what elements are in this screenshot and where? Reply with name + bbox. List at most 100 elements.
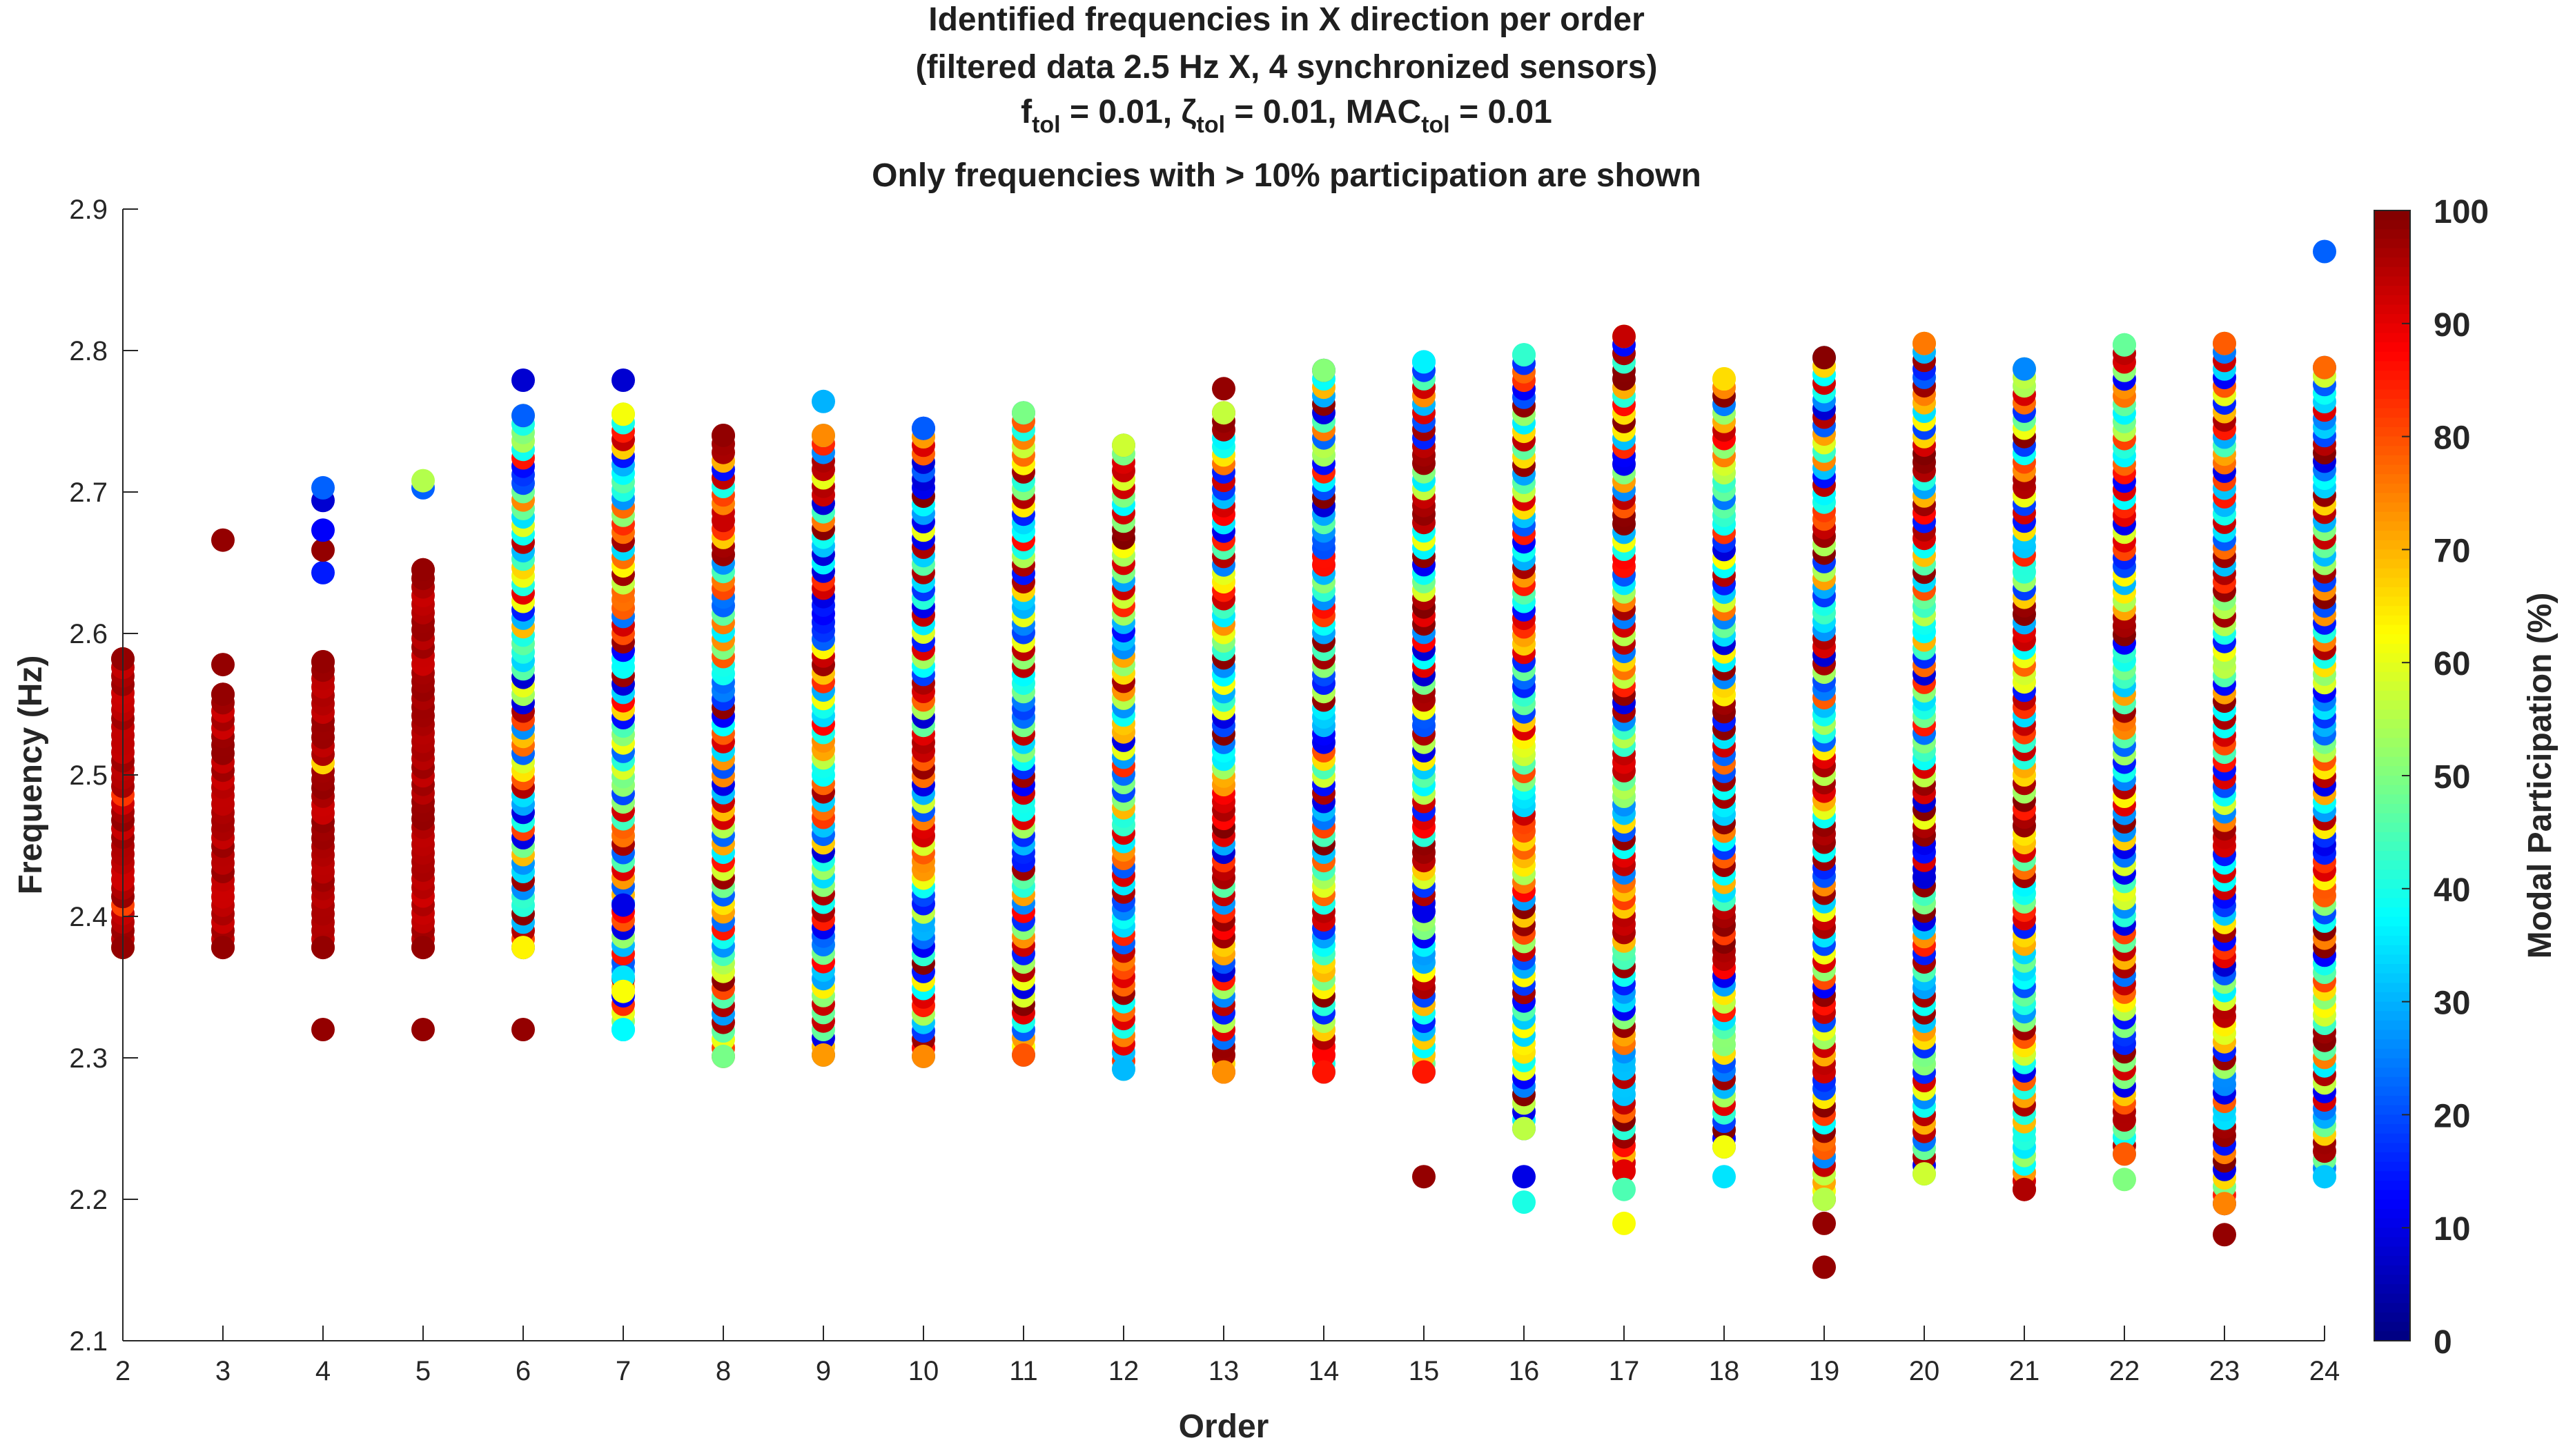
data-point-outlier	[1412, 1165, 1436, 1189]
colorbar-tick-label: 20	[2434, 1098, 2470, 1134]
y-tick-label: 2.3	[69, 1043, 108, 1074]
data-point	[712, 1044, 735, 1068]
data-point	[1012, 401, 1035, 425]
data-point-outlier	[311, 560, 335, 584]
colorbar-band	[2374, 936, 2410, 946]
colorbar-band	[2374, 286, 2410, 296]
x-tick-label: 15	[1409, 1356, 1440, 1386]
chart-title-line-1: Identified frequencies in X direction pe…	[928, 1, 1645, 38]
data-point	[2213, 1192, 2236, 1216]
colorbar-band	[2374, 634, 2410, 645]
colorbar-tick-label: 60	[2434, 646, 2470, 682]
colorbar-band	[2374, 436, 2410, 447]
colorbar-band	[2374, 1143, 2410, 1153]
colorbar-band	[2374, 813, 2410, 824]
colorbar-band	[2374, 351, 2410, 362]
data-point	[1712, 1135, 1736, 1159]
colorbar-band	[2374, 314, 2410, 324]
colorbar-band	[2374, 1228, 2410, 1238]
x-tick-label: 19	[1809, 1356, 1840, 1386]
colorbar-band	[2374, 945, 2410, 956]
x-tick-label: 4	[315, 1356, 331, 1386]
data-point	[1612, 324, 1636, 348]
colorbar-band	[2374, 1133, 2410, 1144]
data-point	[912, 1044, 935, 1068]
colorbar-band	[2374, 1246, 2410, 1257]
colorbar-band	[2374, 276, 2410, 286]
colorbar-band	[2374, 1152, 2410, 1163]
data-point-outlier	[411, 469, 435, 493]
colorbar-band	[2374, 691, 2410, 701]
colorbar-band	[2374, 408, 2410, 419]
colorbar-band	[2374, 1265, 2410, 1276]
colorbar-band	[2374, 549, 2410, 560]
colorbar-band	[2374, 1114, 2410, 1125]
colorbar-band	[2374, 973, 2410, 984]
data-point-outlier	[1612, 1211, 1636, 1235]
colorbar-tick-label: 50	[2434, 759, 2470, 796]
colorbar-band	[2374, 1058, 2410, 1068]
data-point	[411, 936, 435, 960]
colorbar-band	[2374, 1011, 2410, 1021]
colorbar-band	[2374, 888, 2410, 899]
title-segment: f	[1021, 94, 1033, 130]
colorbar-band	[2374, 1001, 2410, 1012]
colorbar-band	[2374, 756, 2410, 767]
colorbar-band	[2374, 333, 2410, 343]
colorbar-band	[2374, 1020, 2410, 1031]
colorbar-band	[2374, 841, 2410, 852]
data-point-outlier	[1612, 1177, 1636, 1201]
colorbar-band	[2374, 1275, 2410, 1285]
data-point	[211, 682, 235, 707]
colorbar-band	[2374, 1321, 2410, 1332]
colorbar-band	[2374, 662, 2410, 673]
colorbar-band	[2374, 540, 2410, 551]
data-point	[912, 416, 935, 440]
colorbar-band	[2374, 1171, 2410, 1181]
colorbar-band	[2374, 531, 2410, 541]
colorbar-band	[2374, 709, 2410, 720]
colorbar: 0 10 20 30 40 50 60 70 80 90 100 Modal Participatio…	[2374, 194, 2559, 1361]
data-point-outlier	[1512, 1190, 1536, 1214]
x-tick-label: 22	[2109, 1356, 2140, 1386]
colorbar-band	[2374, 511, 2410, 522]
x-tick-label: 16	[1509, 1356, 1540, 1386]
colorbar-band	[2374, 606, 2410, 616]
colorbar-band	[2374, 954, 2410, 965]
data-point	[1912, 1162, 1936, 1186]
colorbar-band	[2374, 916, 2410, 927]
colorbar-band	[2374, 389, 2410, 400]
colorbar-band	[2374, 1331, 2410, 1341]
data-point	[1712, 367, 1736, 391]
colorbar-band	[2374, 738, 2410, 748]
data-point	[1912, 331, 1936, 355]
colorbar-tick-label: 100	[2434, 194, 2489, 230]
x-tick-label: 18	[1709, 1356, 1740, 1386]
colorbar-band	[2374, 615, 2410, 626]
x-tick-label: 9	[816, 1356, 831, 1386]
colorbar-band	[2374, 1312, 2410, 1323]
colorbar-band	[2374, 794, 2410, 805]
x-axis-label: Order	[1179, 1408, 1269, 1445]
x-tick-label: 5	[415, 1356, 431, 1386]
colorbar-band	[2374, 559, 2410, 569]
data-point	[1612, 1159, 1636, 1183]
colorbar-band	[2374, 483, 2410, 494]
data-point-outlier	[1812, 1211, 1836, 1235]
colorbar-band	[2374, 1086, 2410, 1096]
colorbar-band	[2374, 785, 2410, 796]
colorbar-band	[2374, 578, 2410, 588]
colorbar-band	[2374, 926, 2410, 936]
colorbar-band	[2374, 238, 2410, 249]
colorbar-band	[2374, 1048, 2410, 1059]
colorbar-band	[2374, 1161, 2410, 1172]
colorbar-band	[2374, 1076, 2410, 1088]
colorbar-band	[2374, 474, 2410, 484]
colorbar-band	[2374, 1068, 2410, 1078]
colorbar-band	[2374, 747, 2410, 758]
colorbar-band	[2374, 248, 2410, 259]
colorbar-band	[2374, 1293, 2410, 1304]
colorbar-tick-label: 40	[2434, 872, 2470, 909]
data-point-outlier	[311, 538, 335, 562]
